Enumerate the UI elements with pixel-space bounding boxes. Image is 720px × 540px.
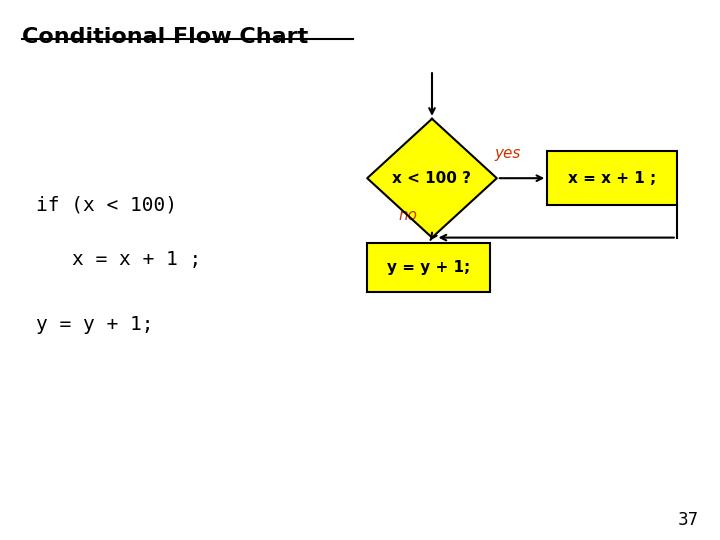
Text: 37: 37 [678,511,698,529]
Text: x = x + 1 ;: x = x + 1 ; [72,249,202,269]
Text: yes: yes [495,146,521,161]
Text: x = x + 1 ;: x = x + 1 ; [568,171,656,186]
Polygon shape [367,119,497,238]
Text: if (x < 100): if (x < 100) [36,195,177,215]
FancyBboxPatch shape [367,243,490,292]
Text: Conditional Flow Chart: Conditional Flow Chart [22,27,308,47]
Text: no: no [399,208,418,224]
Text: y = y + 1;: y = y + 1; [36,314,153,334]
Text: y = y + 1;: y = y + 1; [387,260,470,275]
FancyBboxPatch shape [547,151,677,205]
Text: x < 100 ?: x < 100 ? [392,171,472,186]
